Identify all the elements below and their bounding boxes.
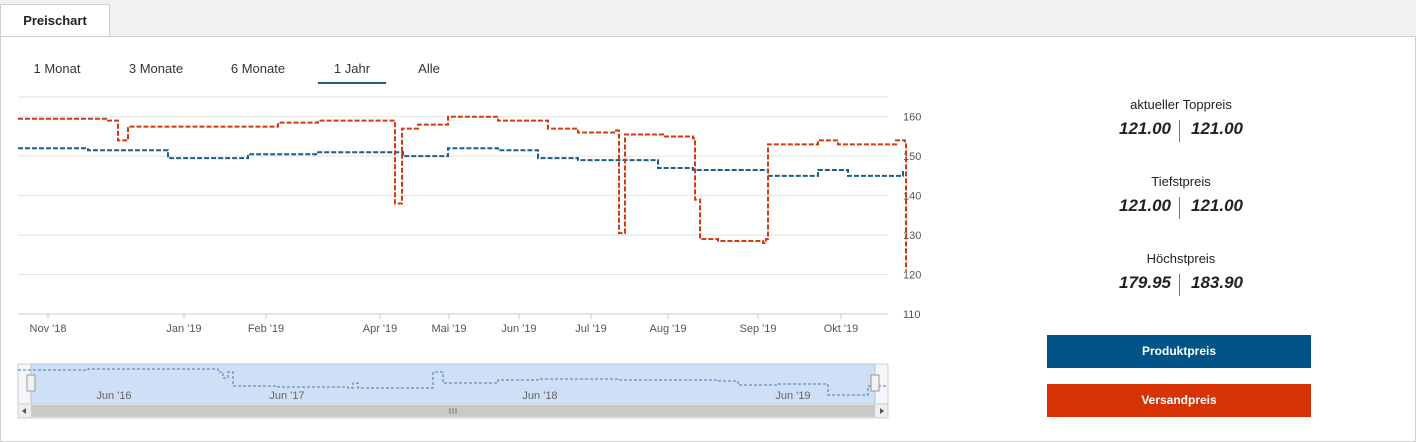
x-axis: Nov '18 Jan '19 Feb '19 Apr '19 Mai '19 Jun '… [18,313,888,335]
range-3-monate[interactable]: 3 Monate [128,61,184,76]
x-tick-label: Mai '19 [431,323,466,335]
navigator-label: Jun '17 [269,390,304,402]
tab-strip: Preischart [0,0,1416,38]
stat-title-tiefstpreis: Tiefstpreis [1151,174,1211,189]
navigator-label: Jun '19 [775,390,810,402]
tab-preischart[interactable]: Preischart [0,4,110,38]
range-alle[interactable]: Alle [418,61,440,76]
x-tick-label: Apr '19 [363,323,398,335]
toppreis-shipping-value: 121.00 [1191,119,1243,138]
tiefstpreis-shipping-value: 121.00 [1191,196,1243,215]
stat-values-hoechstpreis: 179.95 183.90 [1041,273,1321,299]
x-tick-label: Jun '19 [501,323,536,335]
shipping-price-line [18,115,907,271]
navigator-line [18,368,888,396]
stat-values-toppreis: 121.00 121.00 [1041,119,1321,145]
stat-title-hoechstpreis: Höchstpreis [1146,251,1216,266]
value-separator [1179,274,1180,296]
x-tick-label: Sep '19 [740,323,777,335]
navigator: Jun '16 Jun '17 Jun '18 Jun '19 [17,363,889,419]
navigator-label: Jun '16 [96,390,131,402]
x-tick-label: Aug '19 [650,323,687,335]
navigator-handle-left[interactable] [26,374,36,392]
toppreis-product-value: 121.00 [1119,119,1171,138]
hoechstpreis-product-value: 179.95 [1119,273,1171,292]
navigator-label: Jun '18 [522,390,557,402]
value-separator [1179,197,1180,219]
versandpreis-button[interactable]: Versandpreis [1047,384,1311,417]
stat-values-tiefstpreis: 121.00 121.00 [1041,196,1321,222]
hoechstpreis-shipping-value: 183.90 [1191,273,1243,292]
y-tick-label: 110 [903,309,921,321]
x-tick-label: Nov '18 [30,323,67,335]
value-separator [1179,120,1180,142]
tiefstpreis-product-value: 121.00 [1119,196,1171,215]
scroll-right-arrow-icon[interactable] [880,408,884,414]
scroll-left-arrow-icon[interactable] [22,408,26,414]
x-tick-label: Jan '19 [166,323,201,335]
range-6-monate[interactable]: 6 Monate [230,61,286,76]
range-1-monat[interactable]: 1 Monat [33,61,81,76]
x-tick-label: Okt '19 [824,323,859,335]
chart-grid [18,96,888,315]
x-tick-label: Jul '19 [575,323,606,335]
navigator-selection [30,363,876,405]
stat-title-toppreis: aktueller Toppreis [1130,97,1232,112]
y-tick-label: 130 [903,230,921,242]
range-1-jahr[interactable]: 1 Jahr [318,57,386,84]
y-axis: 160 150 140 130 120 110 [903,112,921,321]
produktpreis-button[interactable]: Produktpreis [1047,335,1311,368]
product-price-line [18,147,904,177]
navigator-handle-right[interactable] [870,374,880,392]
y-tick-label: 140 [903,191,921,203]
chart-series [18,115,907,271]
x-tick-label: Feb '19 [248,323,284,335]
y-tick-label: 120 [903,270,921,282]
y-tick-label: 150 [903,151,921,163]
y-tick-label: 160 [903,112,921,124]
